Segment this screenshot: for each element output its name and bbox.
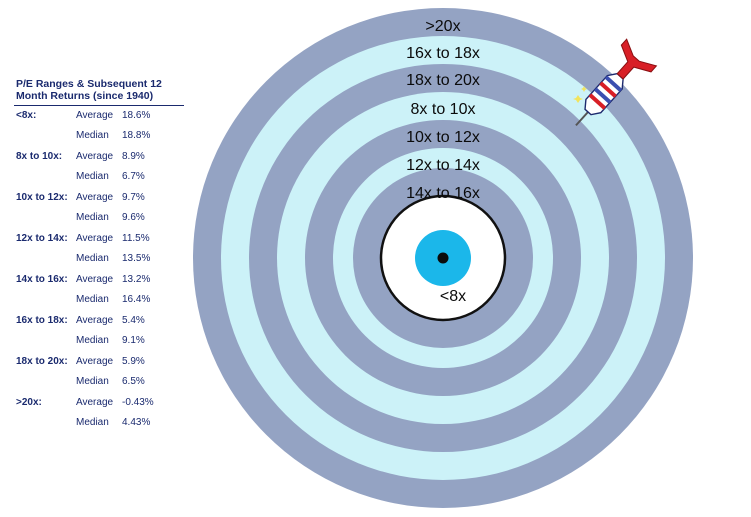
- legend-range: 10x to 12x:: [16, 192, 68, 203]
- legend-average-label: Average: [76, 192, 114, 203]
- ring-label: 16x to 18x: [406, 45, 480, 62]
- legend-group: >20x: Average -0.43% Median 4.43%: [14, 393, 194, 434]
- legend-median: Median 16.4%: [76, 294, 150, 306]
- ring-label: 10x to 12x: [406, 129, 480, 146]
- legend-average-value: 8.9%: [122, 151, 145, 162]
- legend-median-label: Median: [76, 376, 109, 387]
- target-ring-labels: >20x 16x to 18x 18x to 20x 8x to 10x 10x to …: [406, 18, 480, 305]
- legend-median: Median 18.8%: [76, 130, 150, 142]
- legend-range: 8x to 10x:: [16, 151, 63, 162]
- legend-median: Median 6.5%: [76, 376, 145, 388]
- legend-average: Average 8.9%: [76, 151, 145, 163]
- legend-average: Average 11.5%: [76, 233, 150, 245]
- legend-median: Median 6.7%: [76, 171, 145, 183]
- legend-median-value: 16.4%: [122, 294, 151, 305]
- ring-label: 8x to 10x: [411, 101, 476, 118]
- legend-group: 14x to 16x: Average 13.2% Median 16.4%: [14, 270, 194, 311]
- legend-average: Average 13.2%: [76, 274, 150, 286]
- legend-average-label: Average: [76, 274, 114, 285]
- legend-average-value: 11.5%: [122, 233, 150, 244]
- legend-group: 8x to 10x: Average 8.9% Median 6.7%: [14, 147, 194, 188]
- legend-average: Average 9.7%: [76, 192, 145, 204]
- legend-median-label: Median: [76, 171, 109, 182]
- legend-average: Average 5.9%: [76, 356, 145, 368]
- legend-rows: <8x: Average 18.6% Median 18.8% 8x to 10x: Ave…: [14, 106, 194, 434]
- legend-average: Average 18.6%: [76, 110, 150, 122]
- legend-title-line-1: P/E Ranges & Subsequent 12: [16, 78, 162, 90]
- legend-range: 18x to 20x:: [16, 356, 68, 367]
- legend-median-value: 9.1%: [122, 335, 145, 346]
- legend-average: Average -0.43%: [76, 397, 154, 409]
- dart-icon: [573, 38, 658, 127]
- ring-label: 12x to 14x: [406, 157, 480, 174]
- legend-average-label: Average: [76, 397, 114, 408]
- legend-average-value: 9.7%: [122, 192, 145, 203]
- legend-median-label: Median: [76, 212, 109, 223]
- legend-title-line-2: Month Returns (since 1940): [16, 90, 154, 102]
- legend-average: Average 5.4%: [76, 315, 145, 327]
- legend-average-value: 5.4%: [122, 315, 145, 326]
- legend-median: Median 9.1%: [76, 335, 145, 347]
- legend-average-label: Average: [76, 151, 114, 162]
- legend-median-label: Median: [76, 253, 109, 264]
- legend-average-value: 13.2%: [122, 274, 151, 285]
- legend-median: Median 9.6%: [76, 212, 145, 224]
- legend-group: <8x: Average 18.6% Median 18.8%: [14, 106, 194, 147]
- legend-average-label: Average: [76, 315, 114, 326]
- legend-median-value: 6.7%: [122, 171, 145, 182]
- legend-average-value: 18.6%: [122, 110, 151, 121]
- legend-median-value: 18.8%: [122, 130, 151, 141]
- legend-median-value: 9.6%: [122, 212, 145, 223]
- legend-group: 10x to 12x: Average 9.7% Median 9.6%: [14, 188, 194, 229]
- legend-range: <8x:: [16, 110, 37, 121]
- legend-range: 16x to 18x:: [16, 315, 68, 326]
- legend-title: P/E Ranges & Subsequent 12 Month Returns…: [14, 78, 184, 106]
- legend-median-value: 6.5%: [122, 376, 145, 387]
- ring-label: 14x to 16x: [406, 185, 480, 202]
- bullseye-center-dot: [437, 252, 449, 264]
- legend-median-label: Median: [76, 417, 109, 428]
- legend-median-label: Median: [76, 294, 109, 305]
- legend-average-value: 5.9%: [122, 356, 145, 367]
- legend-median: Median 13.5%: [76, 253, 150, 265]
- legend-average-label: Average: [76, 110, 114, 121]
- target-rings: [193, 8, 693, 508]
- ring-label: >20x: [425, 18, 460, 35]
- legend-range: 14x to 16x:: [16, 274, 68, 285]
- pe-legend-panel: P/E Ranges & Subsequent 12 Month Returns…: [14, 78, 194, 434]
- legend-median-value: 13.5%: [122, 253, 151, 264]
- legend-group: 16x to 18x: Average 5.4% Median 9.1%: [14, 311, 194, 352]
- legend-range: 12x to 14x:: [16, 233, 68, 244]
- legend-group: 18x to 20x: Average 5.9% Median 6.5%: [14, 352, 194, 393]
- legend-average-value: -0.43%: [122, 397, 154, 408]
- legend-average-label: Average: [76, 233, 114, 244]
- legend-average-label: Average: [76, 356, 114, 367]
- legend-median: Median 4.43%: [76, 417, 150, 429]
- legend-median-value: 4.43%: [122, 417, 151, 428]
- legend-median-label: Median: [76, 335, 109, 346]
- center-label: <8x: [440, 288, 466, 305]
- legend-range: >20x:: [16, 397, 42, 408]
- ring-label: 18x to 20x: [406, 72, 480, 89]
- legend-group: 12x to 14x: Average 11.5% Median 13.5%: [14, 229, 194, 270]
- legend-median-label: Median: [76, 130, 109, 141]
